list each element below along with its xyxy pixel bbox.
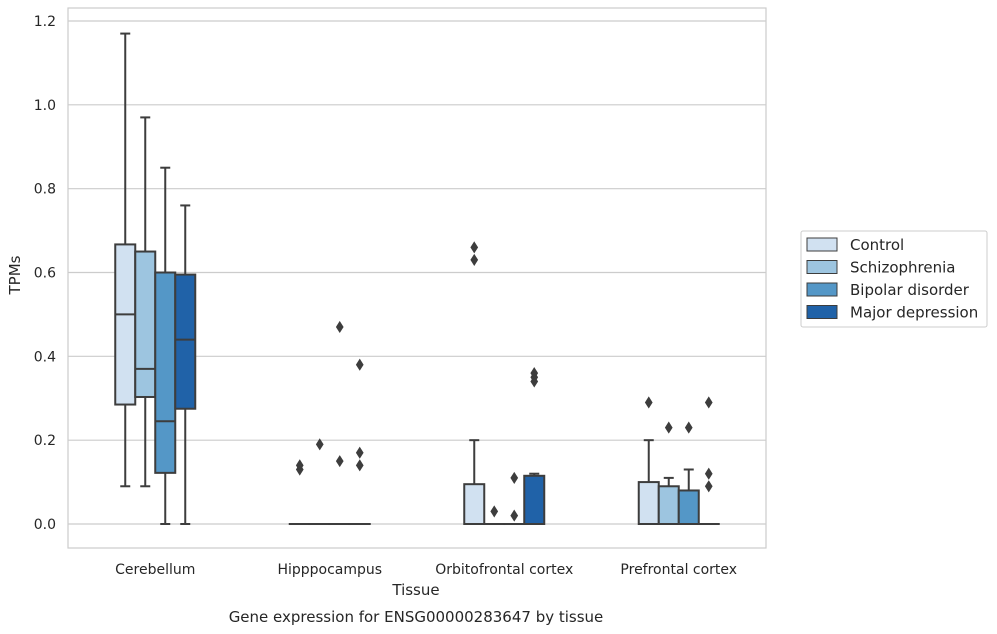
box-control [463,241,486,526]
outlier-point [510,509,519,522]
x-tick-label: Prefrontal cortex [620,562,737,578]
box-bipolar-disorder [328,320,351,526]
outlier-point [295,459,304,472]
figure-caption: Gene expression for ENSG00000283647 by t… [229,608,604,626]
box-schizophrenia [134,116,157,488]
box-body [114,243,137,406]
outlier-point [704,396,713,409]
outlier-point [335,320,344,334]
outlier-point [704,480,713,493]
outlier-point [335,455,344,468]
outlier-point [530,367,539,380]
legend-swatch [806,305,838,319]
y-tick-labels: 0.0 0.2 0.4 0.6 0.8 1.0 1.2 [34,14,56,533]
box-control [288,459,311,526]
y-tick-label: 0.0 [34,517,56,533]
legend-swatch [806,260,838,274]
box-body [154,271,177,474]
legend-label: Major depression [850,304,978,322]
boxes [114,32,720,526]
x-tick-label: Orbitofrontal cortex [435,562,573,578]
outlier-point [510,471,519,484]
legend-label: Bipolar disorder [850,281,970,299]
box-schizophrenia [657,421,680,525]
legend-label: Schizophrenia [850,259,955,277]
outlier-point [644,396,653,409]
outlier-point [490,505,499,518]
y-tick-label: 0.8 [34,182,56,198]
y-tick-label: 0.6 [34,266,56,282]
y-tick-label: 0.4 [34,349,56,365]
legend: Control Schizophrenia Bipolar disorder Majo… [800,230,988,328]
legend-swatch [806,282,838,297]
legend-swatch [806,237,838,252]
box-control [114,32,137,488]
legend-label: Control [850,236,904,254]
box-control [637,396,660,526]
y-tick-label: 1.0 [34,98,56,114]
outlier-point [684,421,693,434]
box-body [134,250,157,398]
outlier-point [355,358,364,371]
box-bipolar-disorder [503,471,526,526]
box-body [523,474,546,526]
box-body [657,485,680,525]
box-major-depression [348,358,371,526]
x-tick-labels: Cerebellum Hipppocampus Orbitofrontal cort… [115,562,737,578]
outlier-point [355,446,364,459]
box-major-depression [523,367,546,526]
box-body [677,489,700,526]
box-body [463,483,486,526]
outlier-point [664,421,673,434]
plot-frame [67,7,767,549]
outlier-point [470,241,479,254]
x-axis-title: Tissue [391,581,439,599]
y-tick-label: 0.2 [34,433,56,449]
y-axis-title: TPMs [6,255,24,295]
box-bipolar-disorder [677,421,700,526]
box-major-depression [174,204,197,525]
box-body [637,481,660,526]
x-tick-label: Hipppocampus [277,562,382,578]
box-bipolar-disorder [154,166,177,525]
outlier-point [470,253,479,266]
outlier-point [355,459,364,472]
y-tick-label: 1.2 [34,14,56,30]
x-tick-label: Cerebellum [115,562,195,578]
box-schizophrenia [483,505,506,526]
box-body [174,273,197,410]
box-schizophrenia [308,438,331,526]
outlier-point [315,438,324,451]
legend-frame [800,230,988,328]
outlier-point [704,467,713,480]
box-major-depression [697,396,720,526]
